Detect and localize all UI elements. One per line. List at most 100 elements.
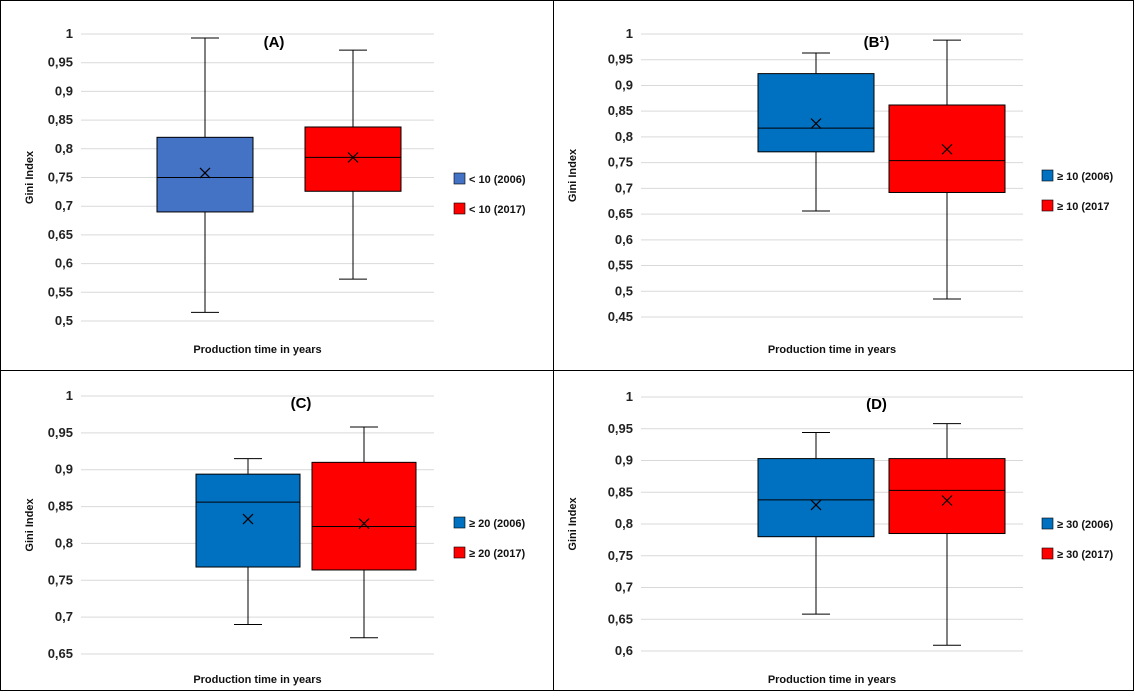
x-axis-label: Production time in years (193, 674, 321, 686)
legend-label: ≥ 30 (2006) (1057, 519, 1114, 531)
mean-marker (358, 518, 370, 529)
y-axis-label: Gini Index (567, 497, 579, 551)
y-tick-label: 0,45 (608, 309, 633, 324)
y-tick-label: 0,55 (608, 258, 633, 273)
y-tick-label: 0,8 (615, 129, 633, 144)
y-tick-label: 0,7 (615, 180, 633, 195)
y-tick-label: 0,75 (48, 170, 73, 185)
y-tick-label: 1 (66, 388, 73, 403)
iqr-box (304, 126, 402, 192)
legend-swatch (453, 516, 466, 529)
y-axis-label: Gini Index (567, 148, 579, 202)
iqr-box (156, 136, 254, 213)
x-axis-label: Production time in years (193, 344, 321, 356)
y-tick-label: 0,9 (55, 462, 73, 477)
x-axis-label: Production time in years (768, 344, 896, 356)
y-tick-label: 0,9 (615, 77, 633, 92)
y-tick-label: 1 (626, 389, 633, 404)
box-2006 (757, 432, 875, 615)
y-tick-label: 0,75 (48, 572, 73, 587)
y-tick-label: 0,7 (55, 609, 73, 624)
y-tick-label: 0,65 (48, 646, 73, 661)
mean-marker (199, 167, 211, 179)
y-tick-label: 0,65 (608, 206, 633, 221)
legend-label: ≥ 10 (2006) (1057, 171, 1114, 183)
y-tick-label: 0,65 (608, 611, 633, 626)
box-2017 (304, 49, 402, 280)
y-tick-label: 0,85 (608, 484, 633, 499)
y-tick-label: 0,75 (608, 548, 633, 563)
mean-marker (810, 499, 822, 511)
legend-swatch (1041, 517, 1054, 530)
y-tick-label: 1 (626, 26, 633, 41)
chart-title: (C) (291, 395, 312, 412)
chart-panel-d: 0,6 0,65 0,7 0,75 0,8 0,85 0,9 0,95 1 Gini Index P… (553, 370, 1134, 691)
iqr-box (757, 73, 875, 153)
mean-marker (242, 513, 254, 525)
y-tick-label: 0,95 (48, 425, 73, 440)
mean-marker (941, 495, 953, 506)
y-tick-label: 0,5 (55, 313, 73, 328)
mean-marker (810, 118, 822, 129)
box-2017 (311, 426, 417, 639)
box-2006 (757, 52, 875, 212)
legend-swatch (453, 172, 466, 185)
legend-label: ≥ 20 (2006) (469, 518, 526, 530)
box-plot-svg: 0,45 0,5 0,55 0,6 0,65 0,7 0,75 0,8 0,85 0,9 0,95 1… (567, 26, 1114, 356)
iqr-box (195, 473, 301, 568)
y-tick-label: 0,85 (48, 499, 73, 514)
y-tick-label: 0,7 (615, 580, 633, 595)
legend-swatch (1041, 547, 1054, 560)
chart-panel-b: 0,45 0,5 0,55 0,6 0,65 0,7 0,75 0,8 0,85 0,9 0,95 1… (553, 0, 1134, 371)
box-plot-svg: 0,65 0,7 0,75 0,8 0,85 0,9 0,95 1 Gini Index Prod… (24, 388, 526, 686)
chart-panel-a: 0,5 0,55 0,6 0,65 0,7 0,75 0,8 0,85 0,9 0,95 1 Gini… (0, 0, 554, 371)
y-tick-label: 0,55 (48, 284, 73, 299)
y-tick-label: 0,9 (55, 83, 73, 98)
y-tick-label: 0,95 (608, 52, 633, 67)
legend-swatch (1041, 169, 1054, 182)
mean-marker (941, 143, 953, 155)
y-axis-label: Gini Index (24, 498, 36, 552)
y-tick-label: 1 (66, 26, 73, 41)
iqr-box (311, 461, 417, 571)
y-tick-label: 0,8 (615, 516, 633, 531)
box-2006 (156, 37, 254, 313)
x-axis-label: Production time in years (768, 674, 896, 686)
y-tick-label: 0,65 (48, 227, 73, 242)
y-tick-label: 0,8 (55, 141, 73, 156)
y-tick-label: 0,75 (608, 155, 633, 170)
box-plot-svg: 0,6 0,65 0,7 0,75 0,8 0,85 0,9 0,95 1 Gini Index P… (567, 389, 1114, 686)
y-tick-label: 0,5 (615, 283, 633, 298)
y-axis-label: Gini Index (24, 150, 36, 204)
legend-label: < 10 (2017) (469, 204, 526, 216)
iqr-box (888, 458, 1006, 535)
chart-title: (D) (866, 396, 887, 413)
legend-label: ≥ 20 (2017) (469, 548, 526, 560)
y-tick-label: 0,6 (55, 256, 73, 271)
legend-label: ≥ 30 (2017) (1057, 549, 1114, 561)
y-tick-label: 0,8 (55, 535, 73, 550)
box-2017 (888, 423, 1006, 646)
y-tick-label: 0,85 (48, 112, 73, 127)
chart-title: (A) (264, 34, 285, 51)
iqr-box (757, 458, 875, 538)
legend-swatch (1041, 199, 1054, 212)
box-2017 (888, 39, 1006, 300)
y-tick-label: 0,9 (615, 453, 633, 468)
chart-title: (B¹) (864, 34, 890, 51)
box-2006 (195, 458, 301, 626)
chart-panel-c: 0,65 0,7 0,75 0,8 0,85 0,9 0,95 1 Gini Index Prod… (0, 370, 554, 691)
y-tick-label: 0,6 (615, 232, 633, 247)
mean-marker (347, 151, 359, 163)
y-tick-label: 0,95 (48, 55, 73, 70)
legend-label: < 10 (2006) (469, 174, 526, 186)
y-tick-label: 0,95 (608, 421, 633, 436)
y-tick-label: 0,85 (608, 103, 633, 118)
y-tick-label: 0,6 (615, 643, 633, 658)
legend-swatch (453, 546, 466, 559)
box-plot-svg: 0,5 0,55 0,6 0,65 0,7 0,75 0,8 0,85 0,9 0,95 1 Gini… (24, 26, 526, 356)
legend-swatch (453, 202, 466, 215)
y-tick-label: 0,7 (55, 198, 73, 213)
legend-label: ≥ 10 (2017 (1057, 201, 1110, 213)
